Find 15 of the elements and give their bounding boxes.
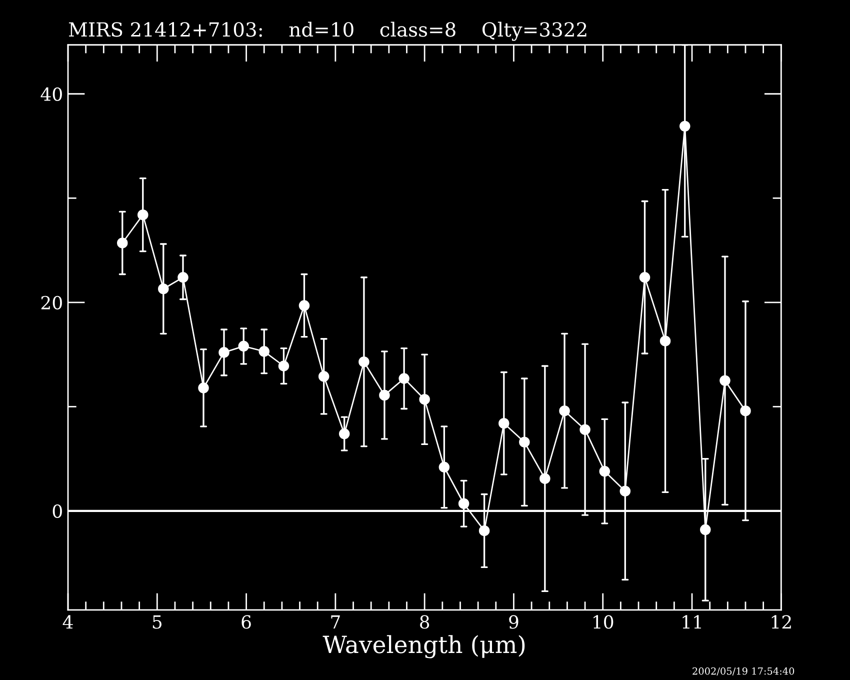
x-axis-title: Wavelength (μm) bbox=[322, 635, 525, 658]
x-tick-label: 6 bbox=[242, 615, 251, 629]
x-tick-label: 4 bbox=[62, 615, 73, 629]
chart-title: MIRS 21412+7103: nd=10 class=8 Qlty=3322 bbox=[68, 22, 586, 41]
text: 2002/05/19 17:54:40 bbox=[692, 667, 794, 676]
x-tick-label: 10 bbox=[594, 615, 614, 629]
x-tick-label: 11 bbox=[682, 615, 701, 629]
x-tick-label: 7 bbox=[331, 615, 340, 629]
y-tick-label: 40 bbox=[40, 87, 62, 101]
x-tick-label: 9 bbox=[509, 615, 518, 629]
y-tick-label: 0 bbox=[52, 504, 62, 518]
x-tick-label: 5 bbox=[152, 615, 162, 629]
x-tick-label: 12 bbox=[772, 615, 791, 629]
y-tick-label: 20 bbox=[41, 296, 62, 310]
x-tick-label: 8 bbox=[420, 615, 430, 629]
